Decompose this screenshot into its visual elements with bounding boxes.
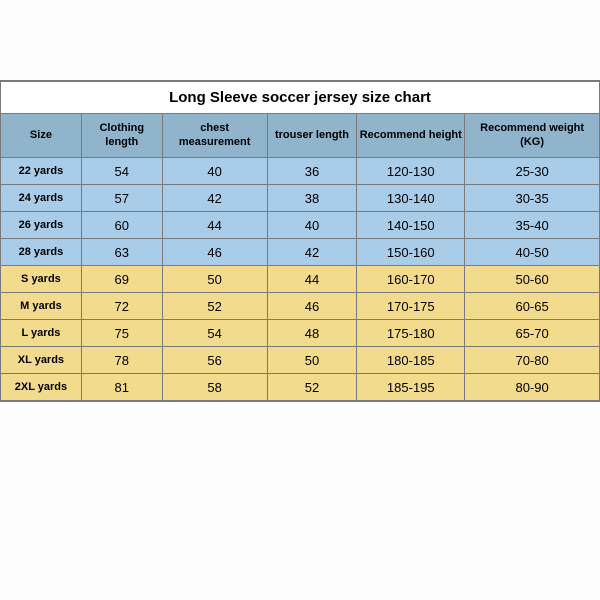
row-size-label: L yards xyxy=(1,320,82,347)
cell-clothing_length: 60 xyxy=(81,212,162,239)
row-size-label: XL yards xyxy=(1,347,82,374)
top-whitespace xyxy=(0,0,600,80)
row-size-label: 2XL yards xyxy=(1,374,82,401)
table-row: 2XL yards815852185-19580-90 xyxy=(1,374,600,401)
row-size-label: 24 yards xyxy=(1,185,82,212)
table-row: 26 yards604440140-15035-40 xyxy=(1,212,600,239)
cell-height: 175-180 xyxy=(357,320,465,347)
cell-trouser: 44 xyxy=(267,266,357,293)
cell-weight: 30-35 xyxy=(465,185,600,212)
cell-height: 160-170 xyxy=(357,266,465,293)
cell-height: 120-130 xyxy=(357,158,465,185)
cell-height: 130-140 xyxy=(357,185,465,212)
table-row: 24 yards574238130-14030-35 xyxy=(1,185,600,212)
cell-chest: 44 xyxy=(162,212,267,239)
cell-clothing_length: 72 xyxy=(81,293,162,320)
column-header: Recommend weight (KG) xyxy=(465,114,600,158)
table-row: M yards725246170-17560-65 xyxy=(1,293,600,320)
cell-weight: 40-50 xyxy=(465,239,600,266)
cell-trouser: 40 xyxy=(267,212,357,239)
cell-trouser: 50 xyxy=(267,347,357,374)
cell-clothing_length: 69 xyxy=(81,266,162,293)
cell-clothing_length: 78 xyxy=(81,347,162,374)
chart-title: Long Sleeve soccer jersey size chart xyxy=(1,82,600,114)
table-row: 22 yards544036120-13025-30 xyxy=(1,158,600,185)
column-header: Size xyxy=(1,114,82,158)
column-header: Clothing length xyxy=(81,114,162,158)
cell-clothing_length: 54 xyxy=(81,158,162,185)
column-header: trouser length xyxy=(267,114,357,158)
table-body: 22 yards544036120-13025-3024 yards574238… xyxy=(1,158,600,401)
cell-chest: 54 xyxy=(162,320,267,347)
cell-weight: 60-65 xyxy=(465,293,600,320)
cell-clothing_length: 63 xyxy=(81,239,162,266)
cell-clothing_length: 81 xyxy=(81,374,162,401)
cell-weight: 50-60 xyxy=(465,266,600,293)
cell-chest: 46 xyxy=(162,239,267,266)
cell-chest: 58 xyxy=(162,374,267,401)
size-chart-table: Long Sleeve soccer jersey size chart Siz… xyxy=(0,81,600,401)
cell-chest: 56 xyxy=(162,347,267,374)
cell-clothing_length: 57 xyxy=(81,185,162,212)
cell-trouser: 52 xyxy=(267,374,357,401)
cell-chest: 50 xyxy=(162,266,267,293)
table-row: XL yards785650180-18570-80 xyxy=(1,347,600,374)
cell-height: 180-185 xyxy=(357,347,465,374)
table-row: L yards755448175-18065-70 xyxy=(1,320,600,347)
cell-trouser: 36 xyxy=(267,158,357,185)
cell-weight: 35-40 xyxy=(465,212,600,239)
cell-trouser: 46 xyxy=(267,293,357,320)
cell-weight: 70-80 xyxy=(465,347,600,374)
cell-clothing_length: 75 xyxy=(81,320,162,347)
cell-trouser: 38 xyxy=(267,185,357,212)
cell-height: 170-175 xyxy=(357,293,465,320)
cell-height: 140-150 xyxy=(357,212,465,239)
row-size-label: 26 yards xyxy=(1,212,82,239)
row-size-label: 28 yards xyxy=(1,239,82,266)
cell-chest: 52 xyxy=(162,293,267,320)
cell-weight: 65-70 xyxy=(465,320,600,347)
cell-height: 150-160 xyxy=(357,239,465,266)
cell-height: 185-195 xyxy=(357,374,465,401)
cell-chest: 40 xyxy=(162,158,267,185)
size-chart-container: Long Sleeve soccer jersey size chart Siz… xyxy=(0,80,600,402)
table-row: S yards695044160-17050-60 xyxy=(1,266,600,293)
column-header: Recommend height xyxy=(357,114,465,158)
cell-trouser: 42 xyxy=(267,239,357,266)
column-header: chest measurement xyxy=(162,114,267,158)
cell-trouser: 48 xyxy=(267,320,357,347)
row-size-label: 22 yards xyxy=(1,158,82,185)
row-size-label: M yards xyxy=(1,293,82,320)
row-size-label: S yards xyxy=(1,266,82,293)
table-row: 28 yards634642150-16040-50 xyxy=(1,239,600,266)
column-header-row: SizeClothing lengthchest measurementtrou… xyxy=(1,114,600,158)
cell-chest: 42 xyxy=(162,185,267,212)
cell-weight: 80-90 xyxy=(465,374,600,401)
cell-weight: 25-30 xyxy=(465,158,600,185)
